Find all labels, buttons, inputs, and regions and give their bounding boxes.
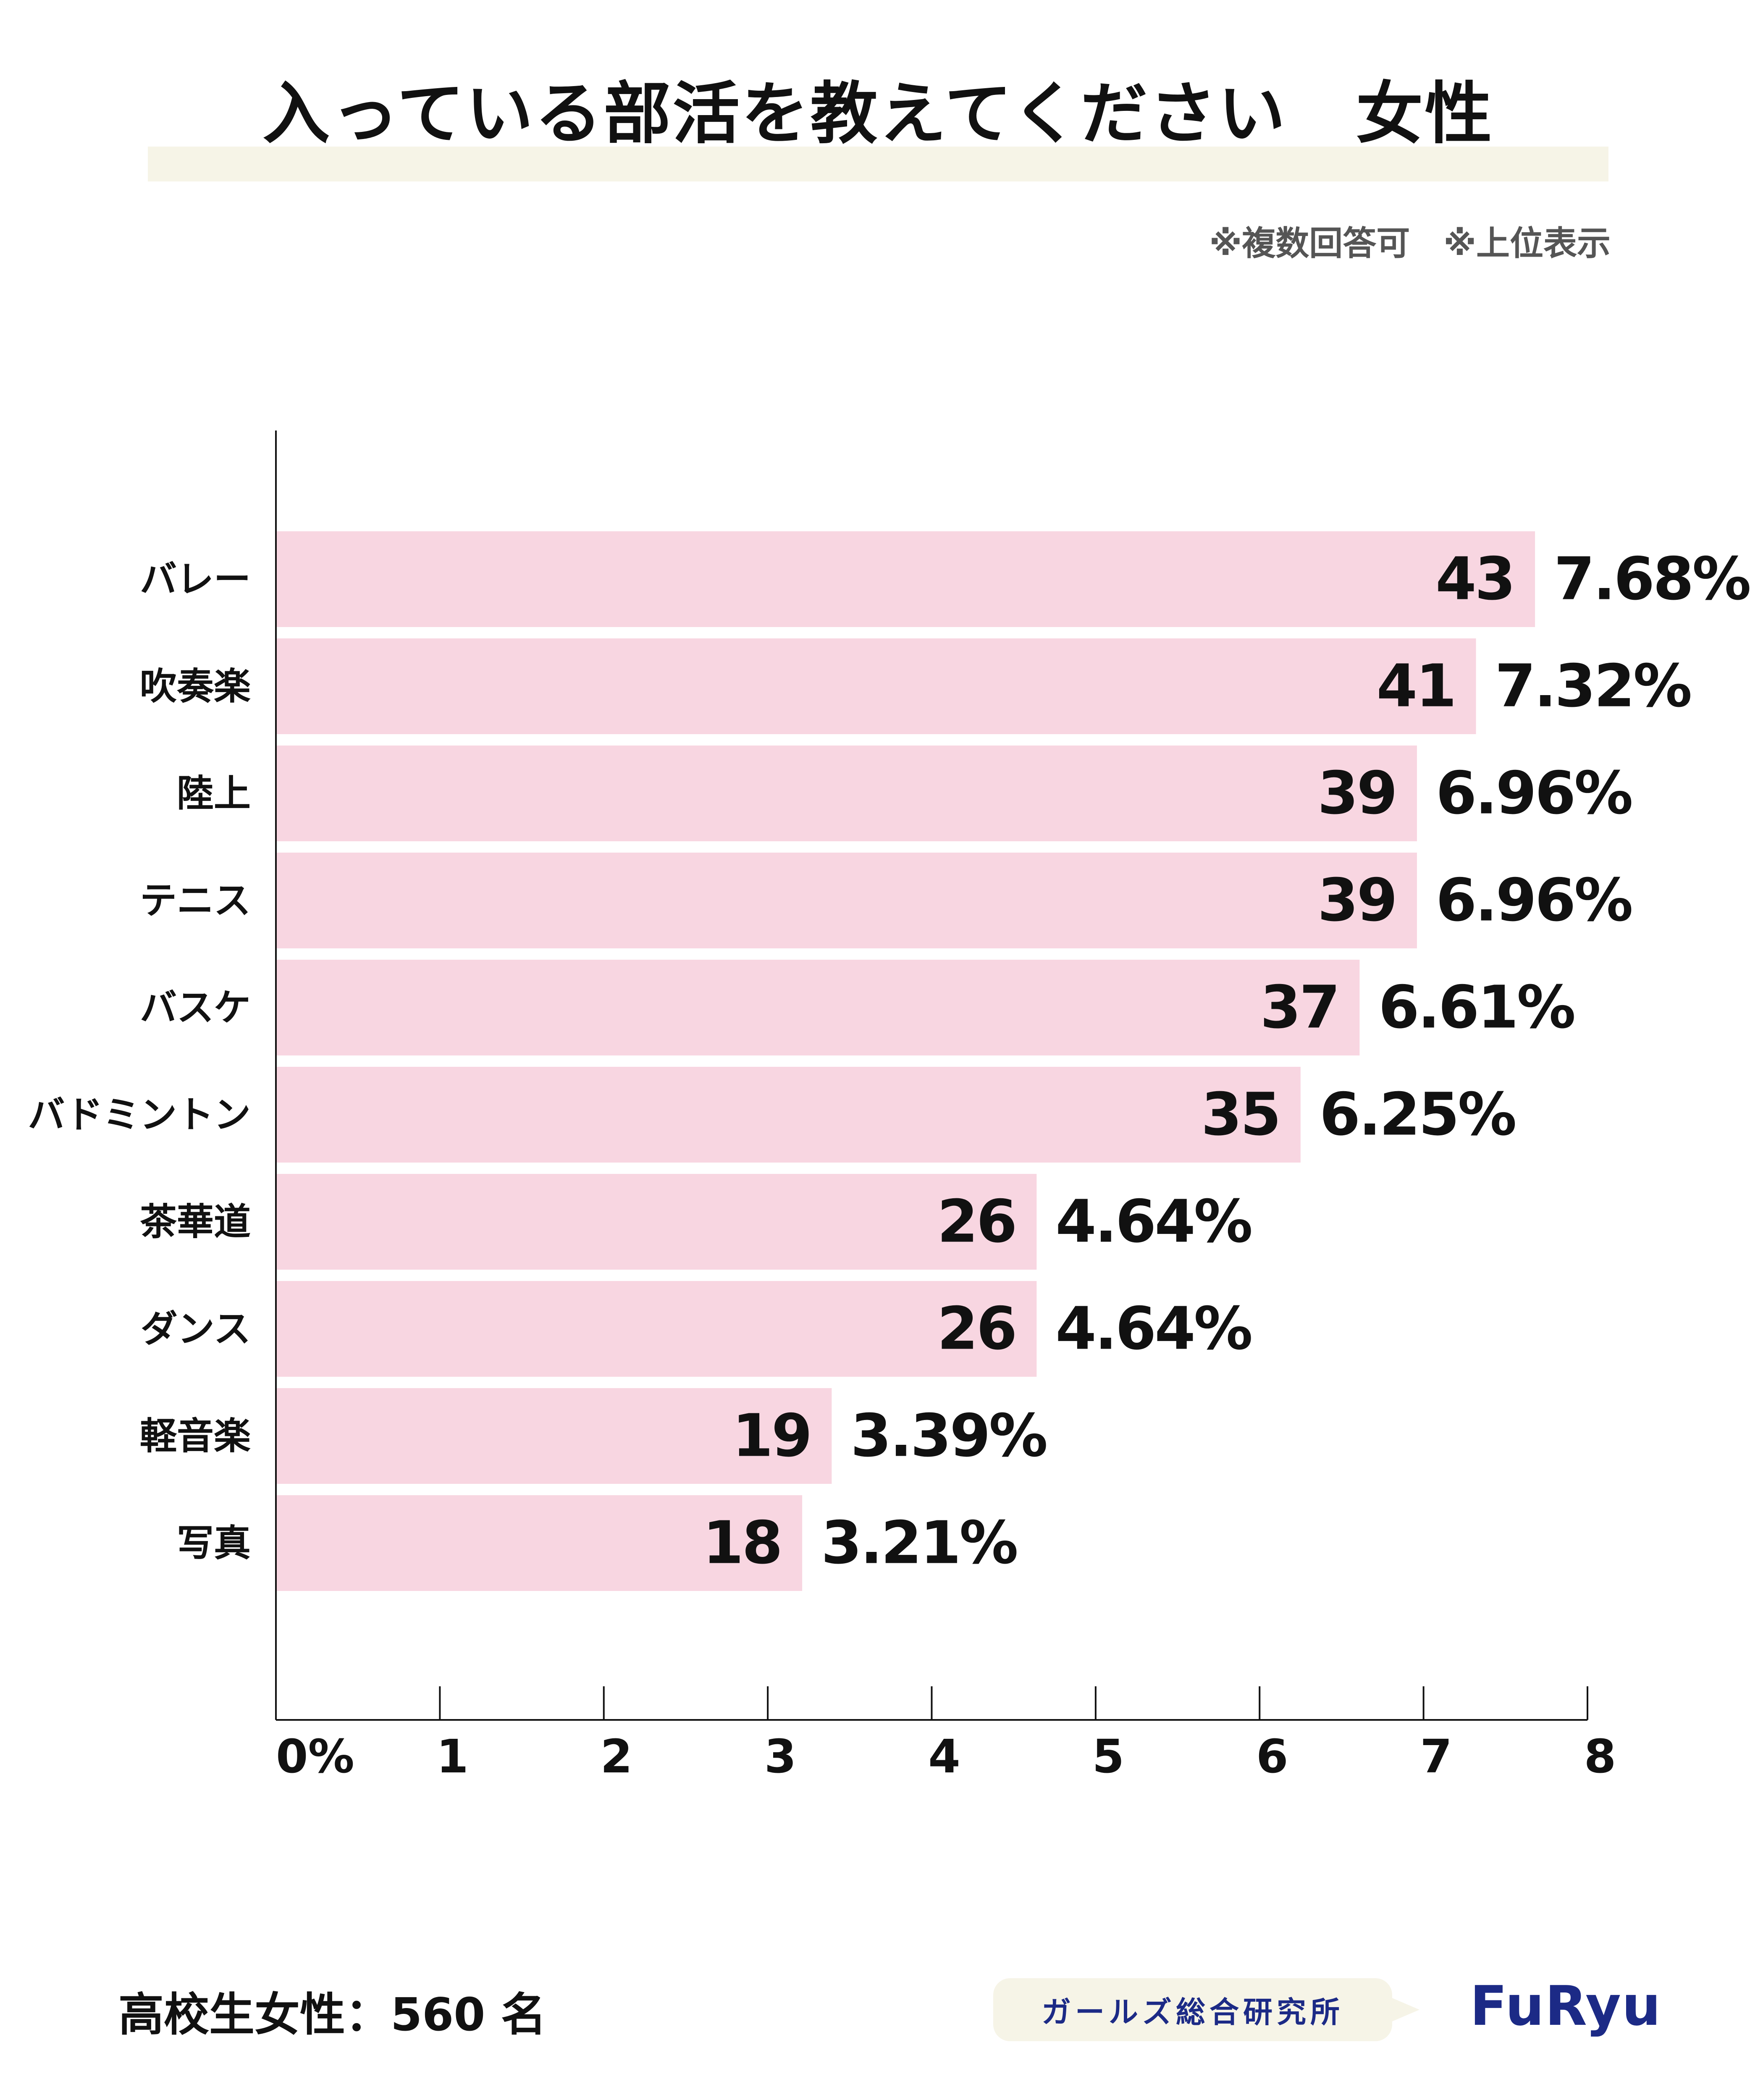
x-tick-label: 8 xyxy=(1584,1730,1616,1783)
category-label: テニス xyxy=(140,879,251,922)
bar xyxy=(276,960,1360,1055)
sample-size: 高校生女性：560 名 xyxy=(118,1989,547,2041)
percent-label: 6.61% xyxy=(1378,974,1574,1042)
category-label: 写真 xyxy=(177,1522,251,1565)
x-tick-label: 5 xyxy=(1092,1730,1125,1783)
count-label: 37 xyxy=(1260,974,1339,1042)
x-tick-label: 1 xyxy=(436,1730,469,1783)
count-label: 39 xyxy=(1317,759,1396,828)
x-tick-label: 2 xyxy=(600,1730,632,1783)
percent-label: 7.32% xyxy=(1495,652,1691,721)
organization-name: ガールズ総合研究所 xyxy=(1042,1995,1344,2029)
chart-title: 入っている部活を教えてください 女性 xyxy=(262,74,1494,153)
count-label: 26 xyxy=(937,1188,1016,1256)
percent-label: 4.64% xyxy=(1055,1188,1251,1256)
count-label: 18 xyxy=(703,1509,781,1578)
category-label: 吹奏楽 xyxy=(140,665,251,708)
percent-label: 3.39% xyxy=(850,1402,1046,1470)
furyu-logo: FuRyu xyxy=(1470,1974,1662,2038)
x-tick-label: 6 xyxy=(1256,1730,1288,1783)
bar xyxy=(276,531,1535,627)
count-label: 26 xyxy=(937,1295,1016,1363)
bar xyxy=(276,853,1417,948)
count-label: 43 xyxy=(1435,545,1514,614)
bar xyxy=(276,746,1417,841)
bar xyxy=(276,1174,1037,1270)
bar xyxy=(276,638,1476,734)
count-label: 39 xyxy=(1317,866,1396,935)
bar-chart: バレー 43 7.68%吹奏楽 41 7.32%陸上 39 6.96%テニス 39 6.96%バ… xyxy=(28,430,1750,1783)
x-tick-label: 0% xyxy=(276,1730,354,1783)
title-band xyxy=(148,147,1608,181)
percent-label: 6.96% xyxy=(1436,759,1632,828)
percent-label: 6.25% xyxy=(1320,1081,1515,1149)
bar xyxy=(276,1495,803,1591)
count-label: 19 xyxy=(732,1402,811,1470)
bar xyxy=(276,1067,1301,1163)
chart-note: ※複数回答可 ※上位表示 xyxy=(1209,224,1611,263)
percent-label: 7.68% xyxy=(1554,545,1750,614)
category-label: バスケ xyxy=(140,986,251,1029)
x-tick-label: 4 xyxy=(928,1730,960,1783)
count-label: 41 xyxy=(1377,652,1455,721)
percent-label: 4.64% xyxy=(1055,1295,1251,1363)
category-label: 茶華道 xyxy=(140,1200,251,1244)
percent-label: 6.96% xyxy=(1436,866,1632,935)
organization-badge: ガールズ総合研究所 xyxy=(993,1978,1392,2041)
x-tick-label: 3 xyxy=(764,1730,797,1783)
category-label: ダンス xyxy=(141,1307,251,1351)
bar xyxy=(276,1281,1037,1377)
category-label: 陸上 xyxy=(177,772,251,815)
category-label: バドミントン xyxy=(28,1093,251,1137)
category-label: 軽音楽 xyxy=(140,1415,251,1458)
x-tick-label: 7 xyxy=(1420,1730,1452,1783)
percent-label: 3.21% xyxy=(821,1509,1017,1578)
count-label: 35 xyxy=(1201,1081,1280,1149)
category-label: バレー xyxy=(140,558,251,601)
badge-tail xyxy=(1390,1997,1419,2022)
bar xyxy=(276,1388,832,1484)
